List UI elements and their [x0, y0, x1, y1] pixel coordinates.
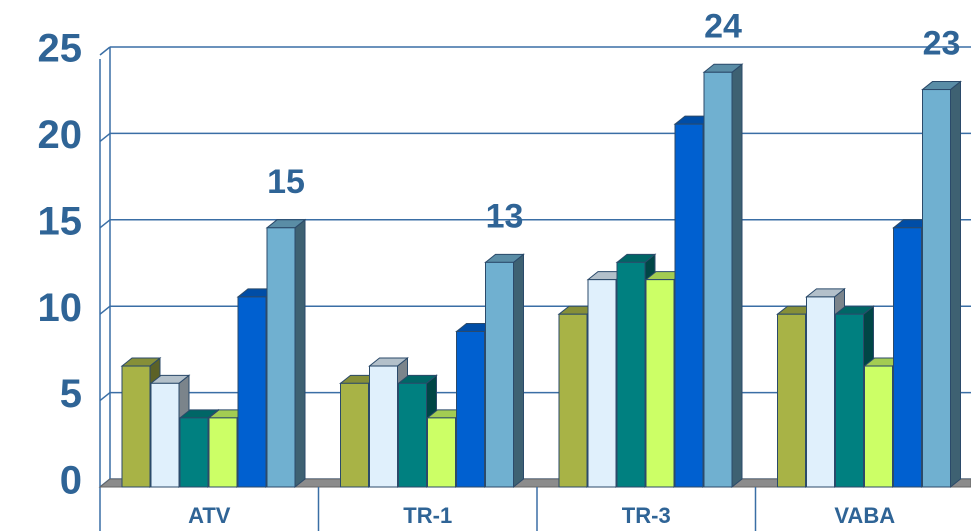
bar-side — [513, 253, 524, 489]
bar-side — [950, 80, 961, 489]
bar-front — [558, 313, 588, 488]
bar-front — [398, 382, 427, 488]
bar-front — [616, 261, 646, 488]
bar-front — [237, 296, 267, 488]
bar-front — [806, 296, 835, 488]
bar-front — [208, 417, 238, 488]
tick-mark — [99, 305, 111, 315]
data-label: 13 — [486, 197, 524, 235]
bar-front — [893, 227, 922, 488]
data-label: 23 — [923, 25, 961, 63]
bar-front — [703, 71, 733, 488]
bar-front — [922, 89, 951, 488]
bar — [265, 218, 307, 489]
x-tick-label: VABA — [834, 503, 895, 528]
bar-front — [266, 227, 296, 488]
bar-front — [179, 417, 209, 488]
bar — [702, 63, 744, 489]
bar-front — [864, 365, 893, 488]
bar — [484, 253, 525, 489]
bar — [834, 305, 875, 489]
bar-front — [121, 365, 151, 488]
tick-mark — [99, 392, 111, 402]
bar-front — [645, 279, 675, 488]
bar — [149, 374, 191, 489]
y-tick-label: 15 — [38, 199, 83, 243]
bar-front — [587, 279, 617, 488]
data-label: 24 — [704, 7, 742, 45]
x-tick-label: TR-3 — [622, 503, 671, 528]
bar-side — [294, 218, 306, 489]
data-label: 15 — [267, 163, 305, 201]
tick-mark — [99, 132, 111, 142]
bar-front — [835, 313, 864, 488]
bar-front — [340, 382, 369, 488]
bar-front — [150, 382, 180, 488]
y-tick-label: 5 — [60, 372, 82, 416]
x-tick-label: ATV — [188, 503, 231, 528]
y-tick-label: 20 — [38, 113, 83, 157]
bar-front — [369, 365, 398, 488]
y-tick-label: 0 — [60, 459, 82, 503]
tick-mark — [99, 46, 111, 56]
tick-mark — [99, 219, 111, 229]
y-tick-label: 25 — [38, 27, 83, 71]
bar-front — [777, 313, 806, 488]
bar-front — [485, 261, 514, 488]
bar-front — [674, 123, 704, 488]
bar — [921, 80, 962, 489]
x-tick-label: TR-1 — [403, 503, 452, 528]
y-tick-label: 10 — [38, 286, 83, 330]
bar-front — [456, 330, 485, 488]
bar-front — [427, 417, 456, 488]
bar-side — [731, 63, 743, 489]
